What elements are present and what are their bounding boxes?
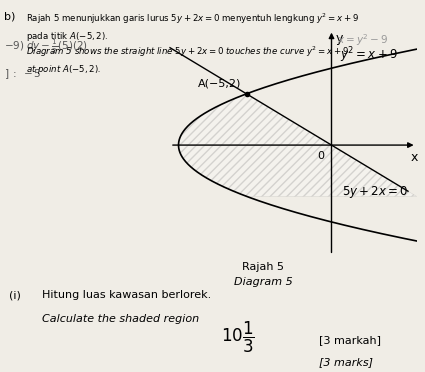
Text: [3 markah]: [3 markah] [319,335,381,345]
Text: Rajah 5: Rajah 5 [243,262,284,272]
Text: $-9)\;dy - \frac{1}{2}(5)(2)$: $-9)\;dy - \frac{1}{2}(5)(2)$ [4,37,88,56]
Text: pada titik $A(-5,2)$.: pada titik $A(-5,2)$. [26,30,108,43]
Text: [3 marks]: [3 marks] [319,357,373,367]
Text: at point $A(-5,2)$.: at point $A(-5,2)$. [26,63,100,76]
Text: $]\;:\; -5$: $]\;:\; -5$ [4,67,42,81]
Text: x: x [411,151,419,164]
Text: $y^2 = x + 9$: $y^2 = x + 9$ [340,46,398,65]
Text: 0: 0 [318,151,325,161]
Text: Calculate the shaded region: Calculate the shaded region [42,314,200,324]
Text: $5y + 2x = 0$: $5y + 2x = 0$ [342,183,408,199]
Text: Hitung luas kawasan berlorek.: Hitung luas kawasan berlorek. [42,290,212,300]
Text: Rajah 5 menunjukkan garis lurus $5y + 2x = 0$ menyentuh lengkung $y^2 = x + 9$: Rajah 5 menunjukkan garis lurus $5y + 2x… [26,11,359,26]
Text: Diagram 5 shows the straight line $5y + 2x = 0$ touches the curve $y^2 = x + 9$: Diagram 5 shows the straight line $5y + … [26,45,348,59]
Text: Diagram 5: Diagram 5 [234,277,293,287]
Text: A(−5,2): A(−5,2) [198,79,241,89]
Text: $10\dfrac{1}{3}$: $10\dfrac{1}{3}$ [221,320,255,355]
Text: b): b) [4,11,16,21]
Text: y: y [336,32,343,45]
Text: (i): (i) [8,290,20,300]
Text: $x = y^2 - 9$: $x = y^2 - 9$ [337,32,388,48]
